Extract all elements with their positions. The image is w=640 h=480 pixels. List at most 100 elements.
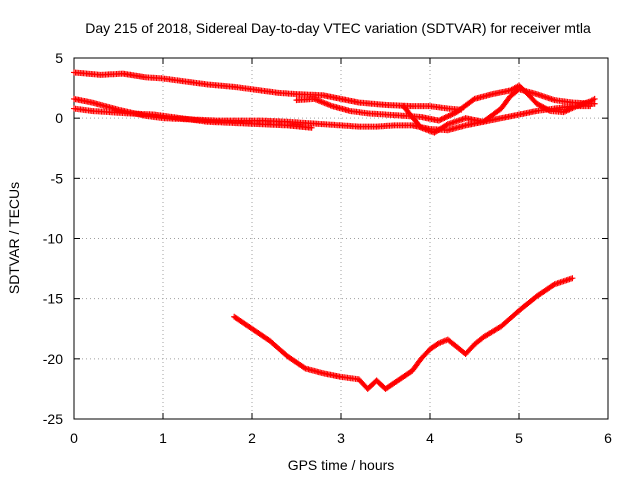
interpolated-markers bbox=[72, 69, 103, 78]
interpolated-markers bbox=[432, 122, 450, 135]
interpolated-markers bbox=[90, 99, 120, 113]
interpolated-markers bbox=[286, 122, 314, 131]
interpolated-markers bbox=[562, 103, 579, 115]
interpolated-markers bbox=[357, 123, 378, 130]
interpolated-markers bbox=[499, 94, 513, 111]
interpolated-markers bbox=[517, 294, 539, 313]
interpolated-markers bbox=[339, 374, 361, 383]
interpolated-markers bbox=[339, 122, 361, 130]
interpolated-markers bbox=[535, 282, 557, 299]
interpolated-markers bbox=[401, 104, 424, 130]
interpolated-markers bbox=[499, 111, 521, 121]
interpolated-markers bbox=[152, 111, 183, 121]
interpolated-markers bbox=[312, 96, 334, 109]
y-tick-label: -25 bbox=[43, 411, 63, 427]
interpolated-markers bbox=[72, 105, 94, 114]
interpolated-markers bbox=[232, 120, 263, 128]
interpolated-markers bbox=[72, 96, 94, 106]
interpolated-markers bbox=[304, 120, 325, 128]
data-point bbox=[308, 124, 315, 131]
interpolated-markers bbox=[295, 96, 316, 103]
interpolated-markers bbox=[366, 110, 387, 118]
x-tick-label: 2 bbox=[248, 430, 256, 446]
interpolated-markers bbox=[285, 354, 308, 371]
interpolated-markers bbox=[463, 342, 477, 356]
interpolated-markers bbox=[268, 338, 290, 359]
interpolated-markers bbox=[232, 84, 254, 93]
interpolated-markers bbox=[517, 86, 539, 97]
interpolated-markers bbox=[259, 121, 289, 129]
interpolated-markers bbox=[330, 103, 352, 114]
interpolated-markers bbox=[428, 103, 450, 112]
interpolated-markers bbox=[161, 75, 183, 84]
interpolated-markers bbox=[232, 314, 254, 331]
interpolated-markers bbox=[535, 101, 552, 114]
interpolated-markers bbox=[410, 357, 424, 373]
interpolated-markers bbox=[401, 368, 414, 379]
interpolated-markers bbox=[481, 106, 503, 124]
y-tick-label: -20 bbox=[43, 351, 63, 367]
interpolated-markers bbox=[321, 121, 343, 129]
interpolated-markers bbox=[375, 122, 396, 130]
interpolated-markers bbox=[437, 109, 459, 123]
interpolated-markers bbox=[357, 99, 387, 108]
series-track-a bbox=[71, 69, 465, 113]
interpolated-markers bbox=[526, 92, 539, 106]
interpolated-markers bbox=[393, 122, 414, 129]
interpolated-markers bbox=[250, 326, 272, 343]
interpolated-markers bbox=[90, 108, 111, 115]
x-tick-label: 4 bbox=[426, 430, 434, 446]
interpolated-markers bbox=[99, 70, 125, 78]
chart-title: Day 215 of 2018, Sidereal Day-to-day VTE… bbox=[85, 20, 591, 36]
interpolated-markers bbox=[472, 335, 486, 347]
interpolated-markers bbox=[384, 111, 405, 119]
y-tick-labels: 5 0 -5 -10 -15 -20 -25 bbox=[43, 50, 63, 427]
interpolated-markers bbox=[571, 99, 597, 107]
interpolated-markers bbox=[446, 115, 468, 127]
tick-marks bbox=[73, 57, 609, 420]
interpolated-markers bbox=[481, 324, 503, 340]
interpolated-markers bbox=[250, 86, 281, 96]
x-tick-labels: 0 1 2 3 4 5 6 bbox=[70, 430, 612, 446]
interpolated-markers bbox=[143, 74, 165, 82]
y-tick-label: -5 bbox=[51, 170, 64, 186]
interpolated-markers bbox=[206, 81, 236, 90]
interpolated-markers bbox=[535, 91, 557, 103]
interpolated-markers bbox=[553, 275, 574, 287]
interpolated-markers bbox=[446, 122, 468, 133]
interpolated-markers bbox=[179, 78, 209, 88]
interpolated-markers bbox=[410, 103, 432, 110]
y-tick-label: 0 bbox=[55, 110, 63, 126]
interpolated-markers bbox=[553, 97, 574, 106]
interpolated-markers bbox=[295, 91, 325, 99]
interpolated-markers bbox=[126, 110, 156, 118]
interpolated-markers bbox=[392, 374, 405, 385]
x-tick-label: 0 bbox=[70, 430, 78, 446]
series-track-e bbox=[400, 86, 598, 136]
y-tick-label: 5 bbox=[55, 50, 63, 66]
interpolated-markers bbox=[419, 347, 432, 361]
y-axis-title: SDTVAR / TECUs bbox=[6, 182, 22, 294]
interpolated-markers bbox=[339, 96, 361, 106]
interpolated-markers bbox=[277, 90, 298, 97]
x-tick-label: 3 bbox=[337, 430, 345, 446]
interpolated-markers bbox=[490, 87, 512, 97]
data-series bbox=[71, 69, 598, 392]
interpolated-markers bbox=[508, 87, 521, 99]
interpolated-markers bbox=[206, 118, 236, 126]
interpolated-markers bbox=[455, 96, 477, 115]
interpolated-markers bbox=[321, 92, 343, 102]
interpolated-markers bbox=[108, 109, 129, 117]
interpolated-markers bbox=[446, 337, 459, 349]
interpolated-markers bbox=[383, 380, 397, 392]
data-point bbox=[591, 100, 598, 107]
interpolated-markers bbox=[303, 365, 325, 376]
interpolated-markers bbox=[179, 115, 209, 125]
x-tick-label: 1 bbox=[159, 430, 167, 446]
interpolated-markers bbox=[588, 96, 597, 104]
y-tick-label: -15 bbox=[43, 291, 63, 307]
x-axis-title: GPS time / hours bbox=[288, 457, 395, 473]
interpolated-markers bbox=[473, 91, 494, 102]
series-track-c bbox=[71, 105, 315, 131]
y-tick-label: -10 bbox=[43, 231, 63, 247]
